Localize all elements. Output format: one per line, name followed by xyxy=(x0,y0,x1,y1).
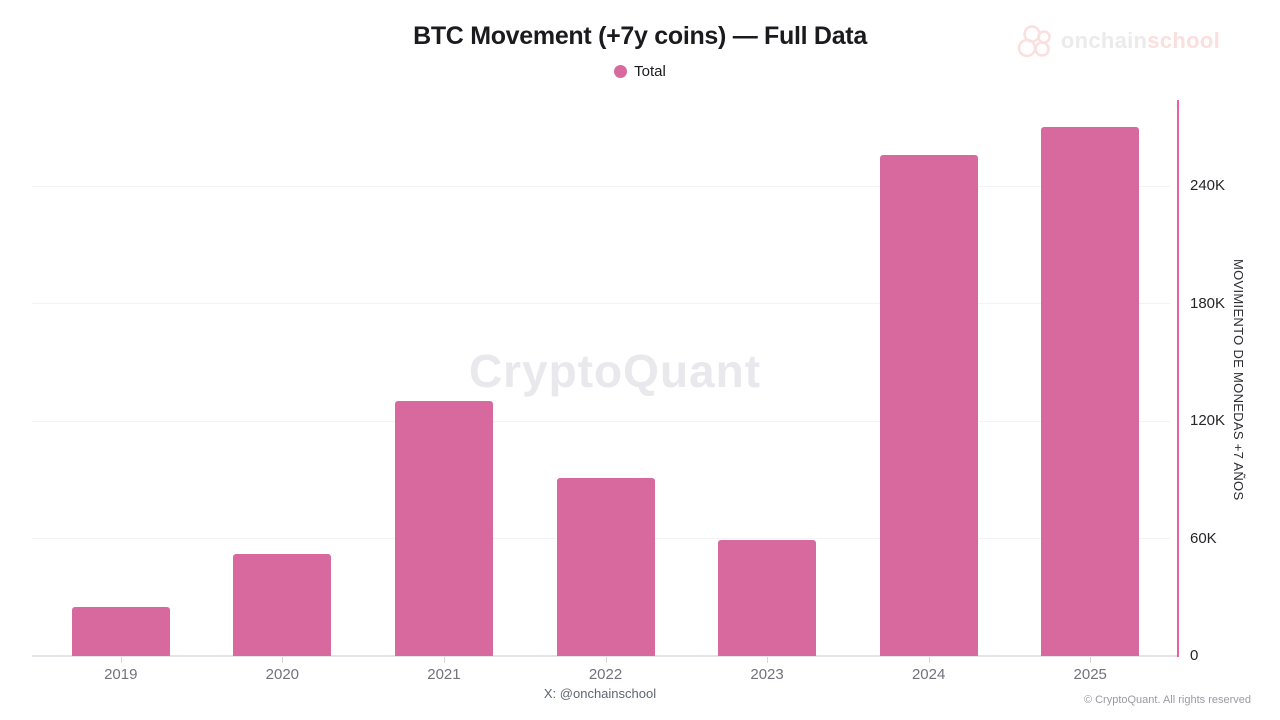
legend[interactable]: Total xyxy=(0,62,1280,80)
x-axis-line xyxy=(32,655,1178,657)
bar-2020[interactable] xyxy=(233,554,332,656)
x-tick-label: 2023 xyxy=(750,666,784,683)
x-tick xyxy=(282,657,284,663)
bar-2021[interactable] xyxy=(394,401,493,656)
bar-2023[interactable] xyxy=(718,540,817,656)
y-tick-label: 240K xyxy=(1190,177,1226,195)
y-axis-line xyxy=(1177,100,1179,657)
y-grid-line xyxy=(32,420,1170,422)
x-tick-label: 2020 xyxy=(265,666,300,683)
y-tick-label: 60K xyxy=(1190,529,1217,547)
bar-2022[interactable] xyxy=(556,477,655,656)
chart-title: BTC Movement (+7y coins) — Full Data xyxy=(413,22,867,50)
x-tick-label: 2022 xyxy=(588,666,623,683)
y-axis-title: MOVIMIENTO DE MONEDAS +7 AÑOS xyxy=(1231,259,1246,501)
watermark: CryptoQuant xyxy=(468,345,762,397)
x-tick xyxy=(605,657,607,663)
onchainschool-circles-icon xyxy=(1017,24,1053,58)
x-tick-label: 2024 xyxy=(911,666,946,683)
y-grid-line xyxy=(32,185,1170,187)
y-grid-line xyxy=(32,303,1170,305)
legend-label-total: Total xyxy=(634,62,666,80)
y-tick-label: 0 xyxy=(1190,647,1199,664)
x-tick xyxy=(928,657,930,663)
brand-logo: onchainschool xyxy=(1017,24,1220,58)
bar-2019[interactable] xyxy=(71,607,170,656)
x-tick-label: 2021 xyxy=(427,666,461,683)
bar-2024[interactable] xyxy=(879,154,978,656)
footer-copyright: © CryptoQuant. All rights reserved xyxy=(1083,694,1251,706)
x-tick xyxy=(443,657,445,663)
x-tick-label: 2019 xyxy=(104,666,138,683)
bar-2025[interactable] xyxy=(1041,127,1140,656)
legend-marker-total xyxy=(614,64,628,78)
y-tick-label: 180K xyxy=(1190,294,1226,312)
x-tick xyxy=(1090,657,1092,663)
brand-text-onchain: onchain xyxy=(1060,28,1148,53)
footer-handle: X: @onchainschool xyxy=(543,686,657,701)
brand-text-school: school xyxy=(1147,28,1220,53)
x-tick-label: 2025 xyxy=(1073,666,1107,683)
x-tick xyxy=(120,657,122,663)
y-tick-label: 120K xyxy=(1190,412,1226,430)
x-tick xyxy=(767,657,769,663)
